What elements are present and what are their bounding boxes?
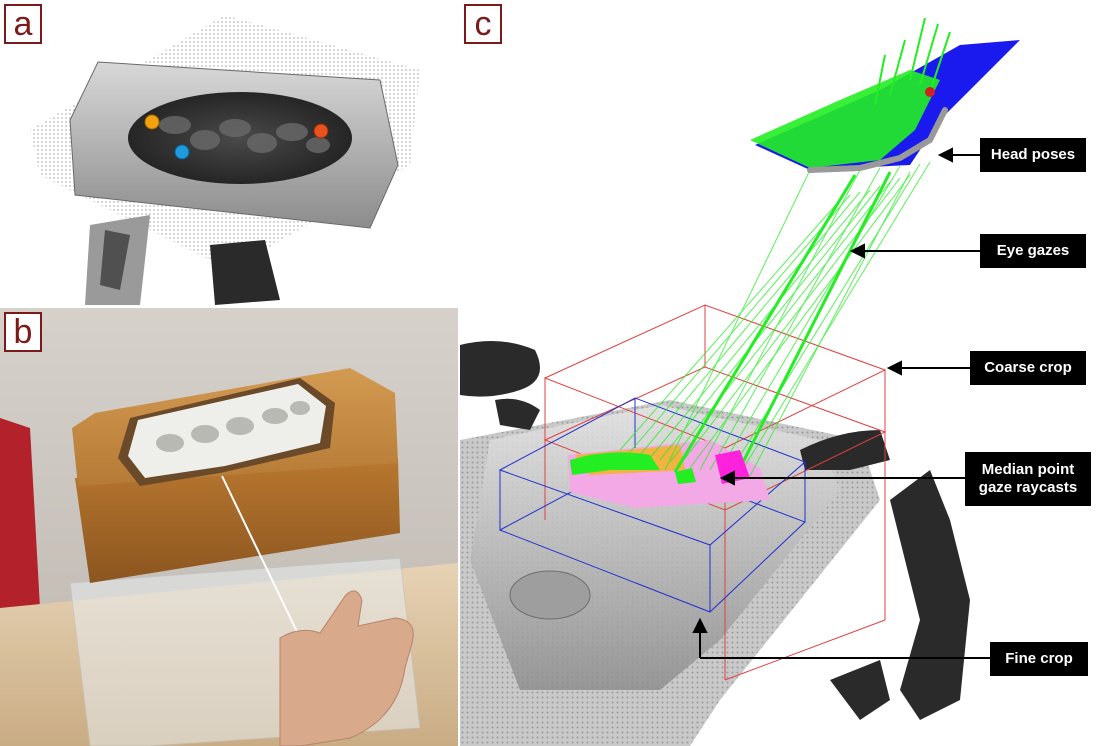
panel-b-photo: b bbox=[0, 308, 458, 746]
marker-blue bbox=[174, 144, 190, 160]
median-point-marker bbox=[715, 450, 750, 484]
panel-c-visualization: c bbox=[460, 0, 1100, 746]
head-pose-arrows bbox=[874, 17, 951, 106]
callout-eye-gazes: Eye gazes bbox=[980, 234, 1086, 268]
panel-a-pointcloud: a bbox=[0, 0, 458, 305]
median-hit-marker bbox=[675, 468, 696, 484]
vertebrae-texture bbox=[159, 116, 330, 153]
head-pose-fan-green bbox=[750, 70, 940, 168]
spine-cavity bbox=[128, 92, 352, 184]
marker-red bbox=[313, 123, 329, 139]
pointcloud-scan-a bbox=[30, 15, 420, 305]
head-pose-origin bbox=[925, 87, 935, 97]
head-pose-positions bbox=[807, 107, 948, 173]
scan-debris bbox=[85, 215, 280, 305]
eye-gaze-bundle bbox=[673, 171, 892, 479]
red-chair bbox=[0, 418, 40, 618]
callout-median-point: Median point gaze raycasts bbox=[965, 452, 1091, 506]
phantom-box-front bbox=[75, 458, 400, 583]
gaze-raycast-scene bbox=[460, 17, 1020, 746]
callout-median-point-line1: Median point bbox=[981, 461, 1075, 478]
callout-coarse-crop-text: Coarse crop bbox=[984, 359, 1072, 376]
panel-label-b: b bbox=[4, 312, 42, 352]
callout-head-poses: Head poses bbox=[980, 138, 1086, 172]
pointcloud-knob bbox=[509, 570, 591, 620]
gaze-hit-blob bbox=[570, 452, 660, 475]
callout-fine-crop: Fine crop bbox=[990, 642, 1088, 676]
photo-phantom-scene bbox=[0, 308, 458, 746]
hand bbox=[279, 590, 414, 746]
panel-label-a: a bbox=[4, 4, 42, 44]
callout-median-point-line2: gaze raycasts bbox=[978, 479, 1078, 496]
head-poses-group bbox=[750, 17, 1020, 173]
pointer-string bbox=[221, 475, 301, 639]
panel-label-c: c bbox=[464, 4, 502, 44]
callout-coarse-crop: Coarse crop bbox=[970, 351, 1086, 385]
spine-model-ridges bbox=[156, 401, 310, 452]
callout-arrows bbox=[692, 147, 990, 659]
spine-model bbox=[128, 384, 326, 478]
marker-yellow bbox=[144, 114, 160, 130]
